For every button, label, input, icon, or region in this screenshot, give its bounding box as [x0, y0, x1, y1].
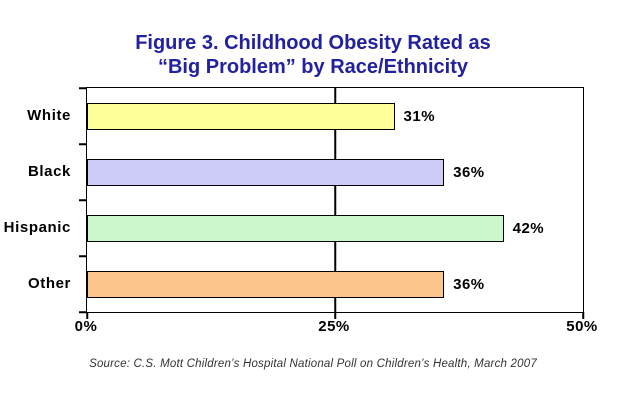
category-label-other: Other [27, 274, 71, 292]
bar-hispanic [87, 214, 504, 242]
bar-value-label-white: 31% [403, 107, 436, 125]
x-axis-tick-0 [86, 312, 88, 319]
category-label-white: White [27, 106, 71, 124]
bar-value-label-other: 36% [453, 275, 485, 293]
gridline-25pct [334, 88, 336, 312]
x-axis-label-0: 0% [74, 318, 98, 335]
y-axis-tick [79, 143, 87, 145]
bar-white [87, 102, 395, 130]
bar-row-black: 36% [87, 144, 583, 200]
x-axis-label-50: 50% [566, 318, 598, 335]
y-axis-tick [79, 87, 87, 89]
y-axis-tick [79, 311, 87, 313]
bar-row-other: 36% [87, 256, 583, 312]
plot-area: 31% 36% 42% 36% [79, 87, 584, 319]
bar-value-label-hispanic: 42% [512, 219, 545, 237]
x-axis-tick-50 [582, 312, 584, 319]
bar-row-white: 31% [87, 88, 583, 144]
chart-title-line2: “Big Problem” by Race/Ethnicity [157, 56, 469, 78]
category-label-black: Black [27, 162, 71, 180]
category-label-hispanic: Hispanic [3, 218, 71, 236]
bar-black [87, 158, 445, 186]
y-axis-category-labels: White Black Hispanic Other [0, 87, 71, 311]
x-axis-label-25: 25% [318, 318, 350, 335]
bar-row-hispanic: 42% [87, 200, 583, 256]
x-axis-tick-25 [334, 312, 336, 319]
y-axis-tick [79, 255, 87, 257]
bar-value-label-black: 36% [453, 163, 485, 181]
chart-title-line1: Figure 3. Childhood Obesity Rated as [135, 32, 491, 54]
x-axis-tick-labels: 0% 25% 50% [75, 318, 598, 338]
y-axis-tick [79, 199, 87, 201]
bar-other [87, 270, 445, 298]
source-note: Source: C.S. Mott Children’s Hospital Na… [89, 358, 537, 370]
chart-title: Figure 3. Childhood Obesity Rated as “Bi… [0, 31, 626, 79]
